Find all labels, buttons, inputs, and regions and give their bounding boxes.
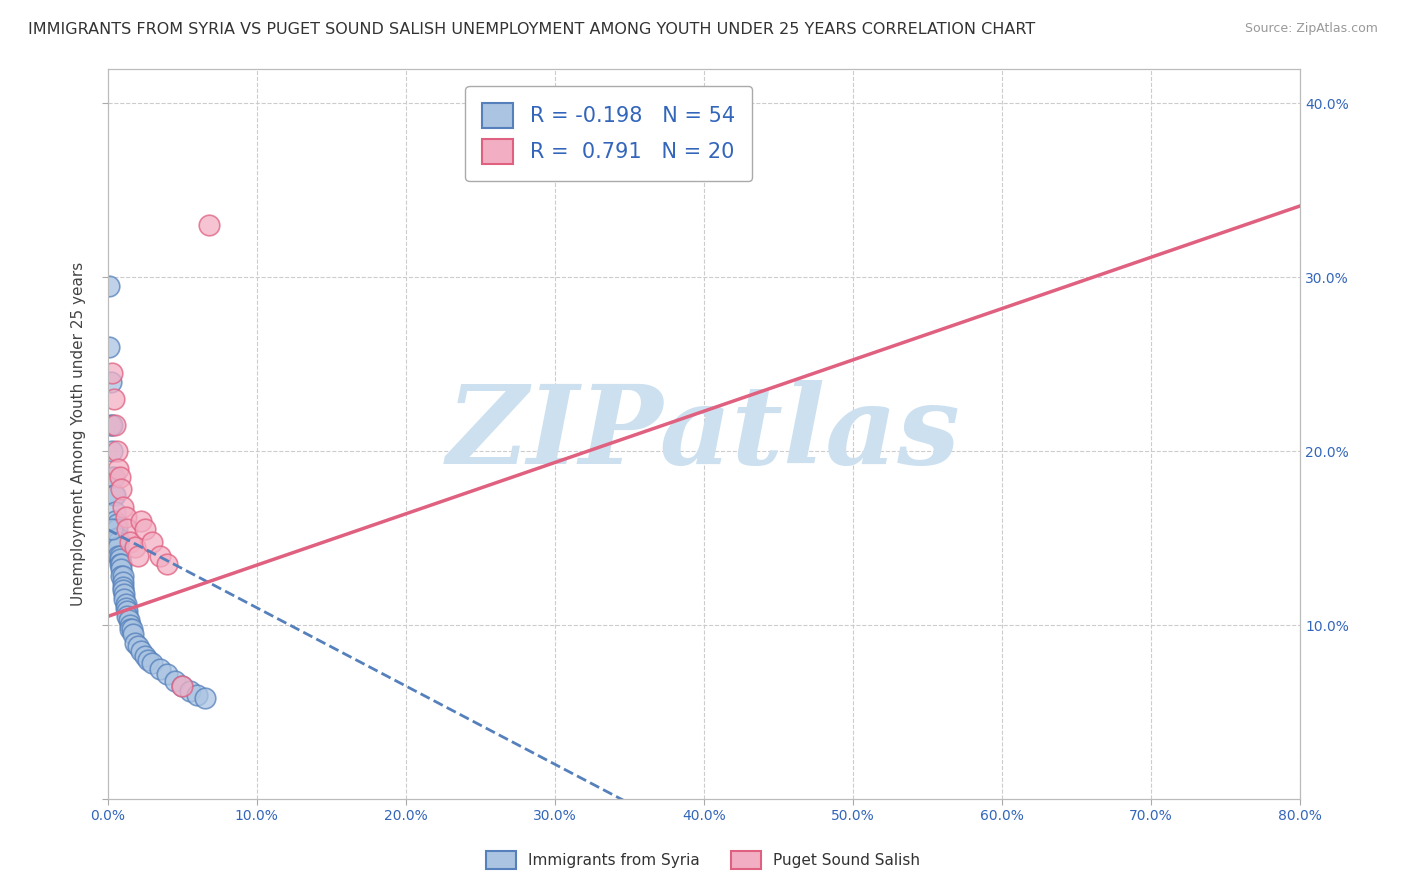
Point: [104, 418, 127, 433]
Point: [107, 461, 129, 475]
Point: [108, 552, 131, 566]
Point: [110, 569, 132, 583]
Point: [120, 618, 142, 632]
Point: [98, 340, 121, 354]
Point: [194, 691, 217, 706]
Point: [107, 549, 129, 563]
Point: [110, 558, 132, 572]
Point: [149, 662, 172, 676]
Point: [120, 622, 142, 636]
Point: [112, 592, 135, 607]
Point: [117, 613, 139, 627]
Point: [111, 574, 134, 589]
Point: [120, 534, 142, 549]
Point: [98, 279, 121, 293]
Point: [101, 523, 124, 537]
Point: [136, 653, 159, 667]
Text: Source: ZipAtlas.com: Source: ZipAtlas.com: [1244, 22, 1378, 36]
Point: [124, 635, 146, 649]
Point: [104, 514, 127, 528]
Point: [141, 534, 163, 549]
Point: [105, 531, 128, 545]
Point: [105, 523, 128, 537]
Legend: R = -0.198   N = 54, R =  0.791   N = 20: R = -0.198 N = 54, R = 0.791 N = 20: [465, 87, 752, 181]
Point: [115, 604, 138, 618]
Point: [103, 392, 125, 406]
Point: [134, 523, 156, 537]
Point: [107, 531, 129, 545]
Point: [198, 218, 221, 232]
Point: [101, 444, 124, 458]
Point: [163, 673, 186, 688]
Point: [111, 580, 134, 594]
Y-axis label: Unemployment Among Youth under 25 years: Unemployment Among Youth under 25 years: [72, 261, 86, 606]
Point: [100, 418, 122, 433]
Point: [129, 514, 152, 528]
Point: [100, 375, 122, 389]
Point: [110, 562, 132, 576]
Point: [111, 569, 134, 583]
Point: [104, 488, 127, 502]
Point: [112, 587, 135, 601]
Point: [107, 534, 129, 549]
Point: [172, 679, 194, 693]
Point: [114, 600, 136, 615]
Text: ZIPatlas: ZIPatlas: [447, 380, 960, 488]
Point: [103, 488, 125, 502]
Point: [115, 523, 138, 537]
Point: [105, 444, 128, 458]
Point: [121, 622, 143, 636]
Point: [101, 418, 124, 433]
Point: [111, 500, 134, 514]
Point: [114, 510, 136, 524]
Point: [104, 505, 127, 519]
Point: [108, 549, 131, 563]
Point: [101, 366, 124, 380]
Point: [107, 540, 129, 554]
Point: [149, 549, 172, 563]
Point: [172, 679, 194, 693]
Point: [108, 470, 131, 484]
Point: [111, 583, 134, 598]
Point: [141, 657, 163, 671]
Legend: Immigrants from Syria, Puget Sound Salish: Immigrants from Syria, Puget Sound Salis…: [479, 845, 927, 875]
Point: [129, 644, 152, 658]
Point: [179, 684, 201, 698]
Point: [108, 558, 131, 572]
Point: [114, 597, 136, 611]
Point: [134, 649, 156, 664]
Point: [103, 470, 125, 484]
Point: [105, 517, 128, 532]
Point: [156, 558, 179, 572]
Point: [186, 688, 208, 702]
Point: [127, 549, 149, 563]
Point: [101, 470, 124, 484]
Point: [124, 540, 146, 554]
Point: [156, 666, 179, 681]
Text: IMMIGRANTS FROM SYRIA VS PUGET SOUND SALISH UNEMPLOYMENT AMONG YOUTH UNDER 25 YE: IMMIGRANTS FROM SYRIA VS PUGET SOUND SAL…: [28, 22, 1035, 37]
Point: [127, 639, 149, 653]
Point: [122, 627, 145, 641]
Point: [110, 483, 132, 497]
Point: [115, 609, 138, 624]
